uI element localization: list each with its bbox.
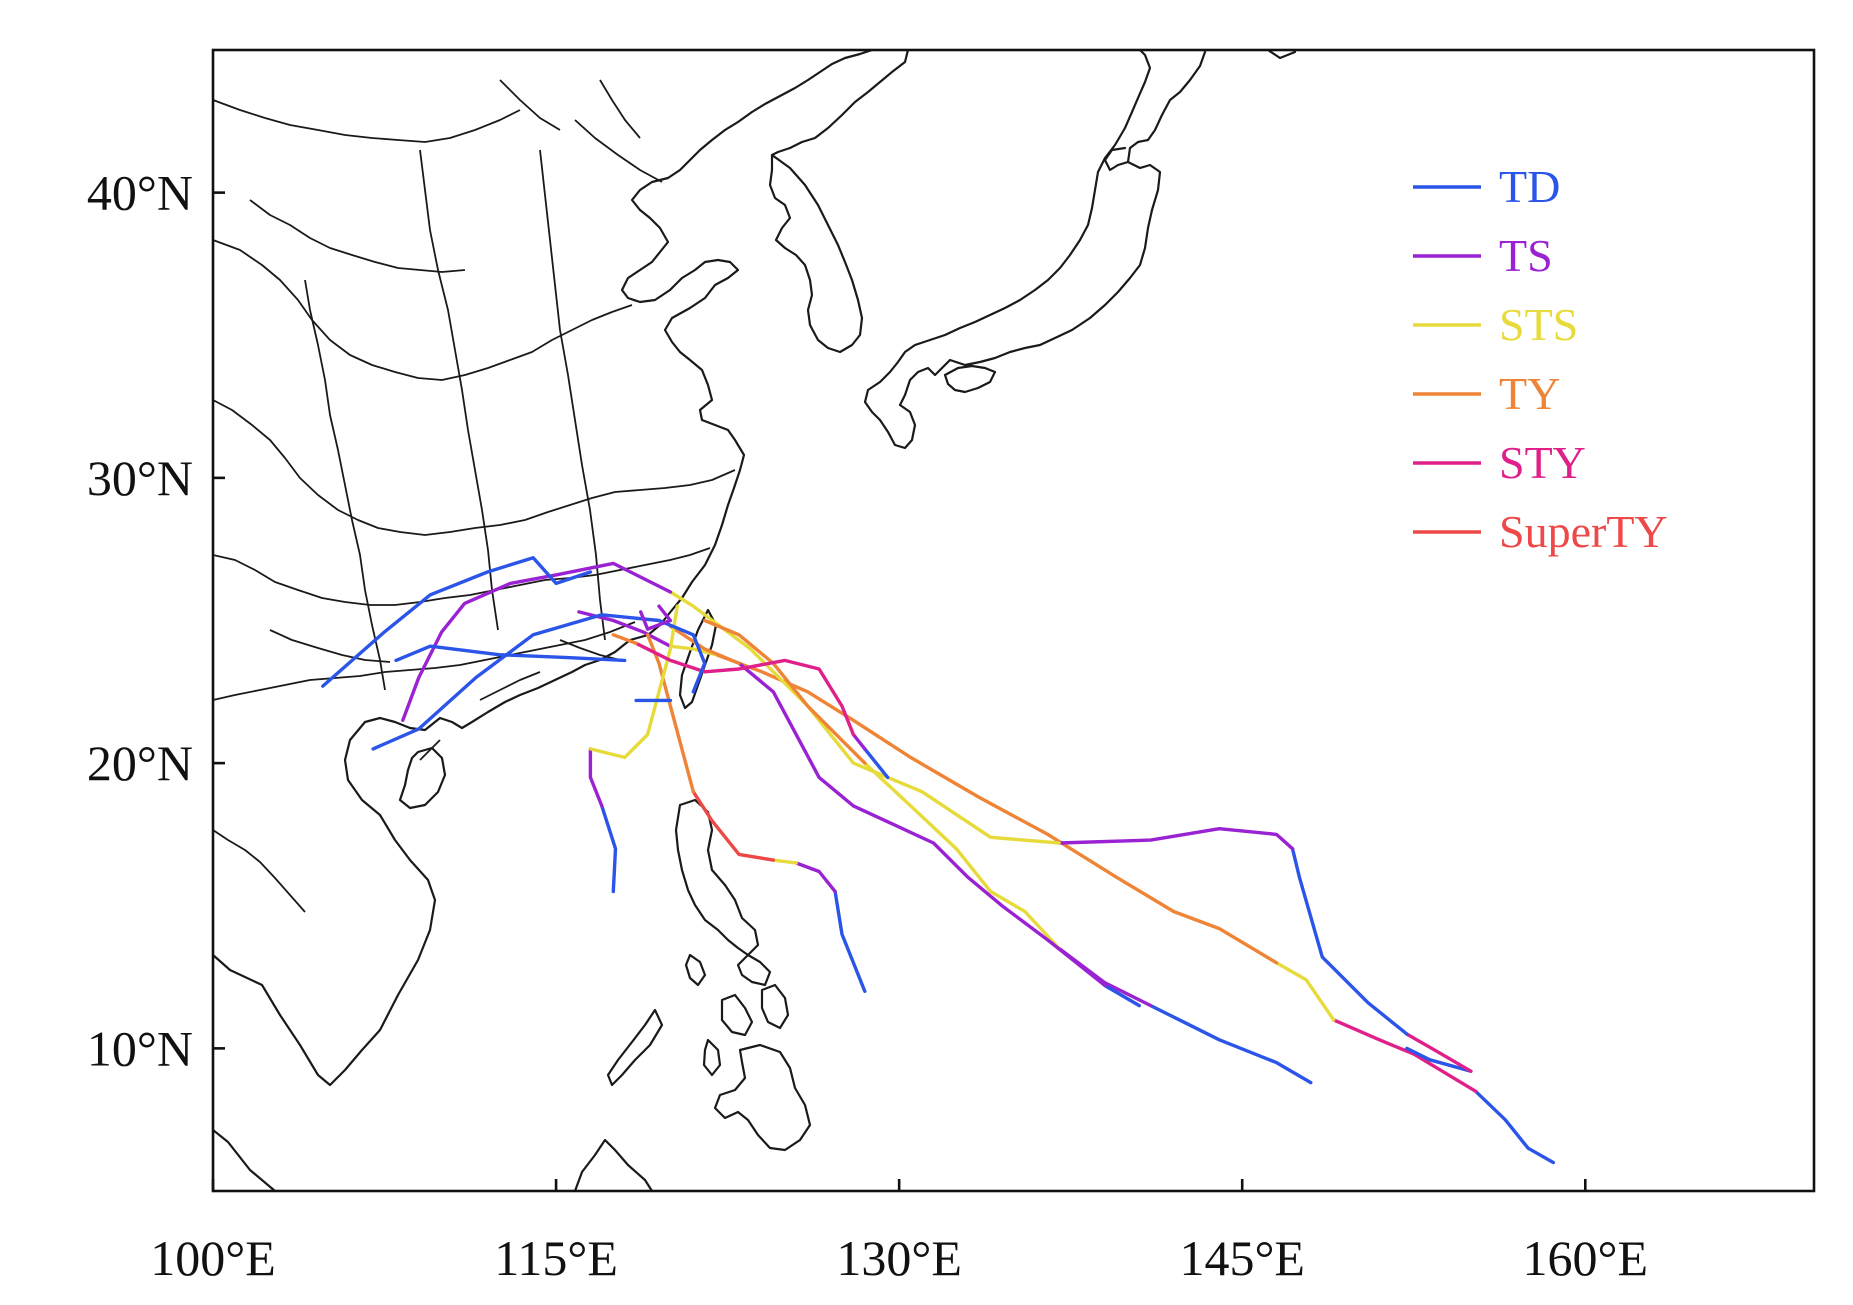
typhoon-track [668,624,1142,1008]
typhoon-track [577,610,1556,1165]
track-segment-td [833,889,867,993]
legend-label-ty: TY [1499,368,1560,419]
axes: 100°E 115°E 130°E 145°E 160°E 40°N 30°N 20°N 10… [87,165,1648,1286]
province-borders [213,79,736,913]
legend-label-sty: STY [1499,437,1586,488]
track-segment-ts [851,732,867,751]
track-segment-sts [668,644,718,657]
hainan-coastline [398,746,447,810]
track-segment-ts [588,747,604,808]
typhoon-track [611,633,890,780]
longitude-axis: 100°E 115°E 130°E 145°E 160°E [150,1179,1648,1286]
x-tick-label: 130°E [836,1230,962,1286]
map-frame [211,48,1816,1193]
mainland-coastline [213,50,874,1191]
track-segment-superty [691,790,775,862]
y-tick-label: 10°N [87,1020,193,1076]
track-segment-ts [794,861,837,894]
track-segment-td [600,804,618,894]
track-segment-td [1148,1003,1313,1085]
typhoon-track [588,604,679,894]
track-segment-sty [1405,1032,1473,1073]
typhoon-track [371,604,707,751]
x-tick-label: 160°E [1523,1230,1649,1286]
track-segment-ts [1057,827,1295,851]
latitude-axis: 40°N 30°N 20°N 10°N [87,165,225,1076]
track-segment-td [1473,1089,1556,1165]
track-segment-sts [1274,961,1336,1022]
track-segment-sts [771,858,798,865]
track-segment-td [371,613,707,751]
x-tick-label: 100°E [150,1230,276,1286]
japan-coastline [863,50,1297,450]
legend-label-ts: TS [1499,230,1553,281]
track-segment-ty [611,633,638,645]
x-tick-label: 145°E [1179,1230,1305,1286]
typhoon-track [321,556,627,688]
typhoon-track [703,618,1313,1085]
basemap-outlines [213,50,1297,1191]
track-segment-sty [634,641,856,737]
track-segment-ty [668,624,741,665]
track-segment-ts [737,661,1107,988]
track-segment-sts [863,761,1061,951]
legend-label-sts: STS [1499,299,1578,350]
track-segment-sts [588,604,679,760]
track-segment-sty [1331,1018,1478,1093]
track-segment-td [394,644,627,663]
typhoon-tracks [321,556,1556,1165]
y-tick-label: 40°N [87,165,193,221]
track-segment-ts [639,604,673,631]
x-tick-label: 115°E [494,1230,618,1286]
track-segment-ty [703,618,867,765]
y-tick-label: 30°N [87,450,193,506]
philippines-coastline [606,798,812,1152]
korea-coastline [768,50,910,354]
track-segment-ts [1057,946,1153,1008]
y-tick-label: 20°N [87,735,193,791]
legend-label-td: TD [1499,161,1560,212]
track-segment-td [321,556,593,688]
borneo-coastline [573,1138,654,1191]
track-segment-td [1290,847,1409,1036]
legend: TD TS STS TY STY SuperTY [1413,161,1668,557]
track-segment-td [1405,1046,1473,1073]
typhoon-track [401,561,1473,1073]
track-segment-td [1103,983,1142,1008]
track-segment-sts [668,590,1061,845]
track-segment-td [863,747,890,780]
track-segment-ts [401,561,673,722]
legend-label-superty: SuperTY [1499,506,1668,557]
